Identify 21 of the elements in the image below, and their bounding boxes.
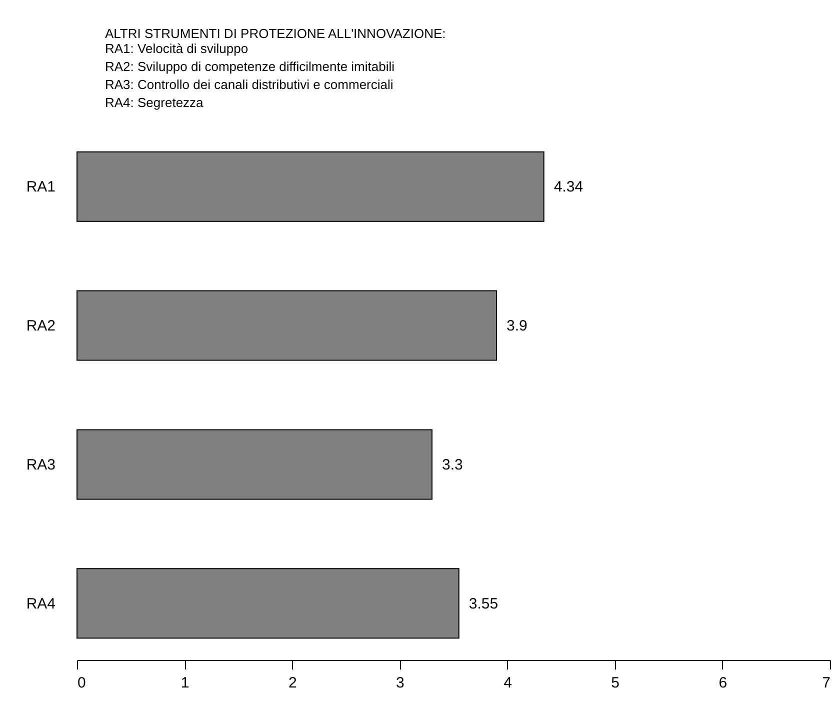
x-tick-label: 5 — [611, 674, 620, 692]
x-tick-label: 7 — [822, 674, 830, 692]
x-tick-label: 0 — [78, 674, 86, 692]
y-tick-label: RA2 — [26, 318, 56, 335]
data-label: 3.3 — [442, 456, 463, 474]
x-tick-label: 2 — [288, 674, 297, 692]
y-tick-label: RA1 — [26, 178, 56, 196]
x-tick-label: 3 — [396, 674, 404, 692]
text: RA3: Controllo dei canali distributivi e commerciali — [105, 77, 394, 92]
y-tick-label: RA4 — [26, 595, 56, 612]
x-tick-label: 1 — [180, 674, 190, 692]
text: RA2: Sviluppo di competenze difficilmente imitabili — [105, 59, 395, 74]
y-tick-label: RA3 — [26, 456, 56, 474]
chart-title: ALTRI STRUMENTI DI PROTEZIONE ALL'INNOVAZIONE: — [105, 26, 446, 41]
text: RA1: Velocità di sviluppo — [105, 41, 248, 56]
data-label: 3.55 — [468, 595, 498, 612]
text: RA4: Segretezza — [105, 95, 204, 110]
data-label: 4.34 — [554, 178, 584, 196]
x-tick-label: 4 — [504, 674, 512, 692]
x-tick-label: 6 — [718, 674, 728, 692]
data-label: 3.9 — [506, 318, 528, 335]
